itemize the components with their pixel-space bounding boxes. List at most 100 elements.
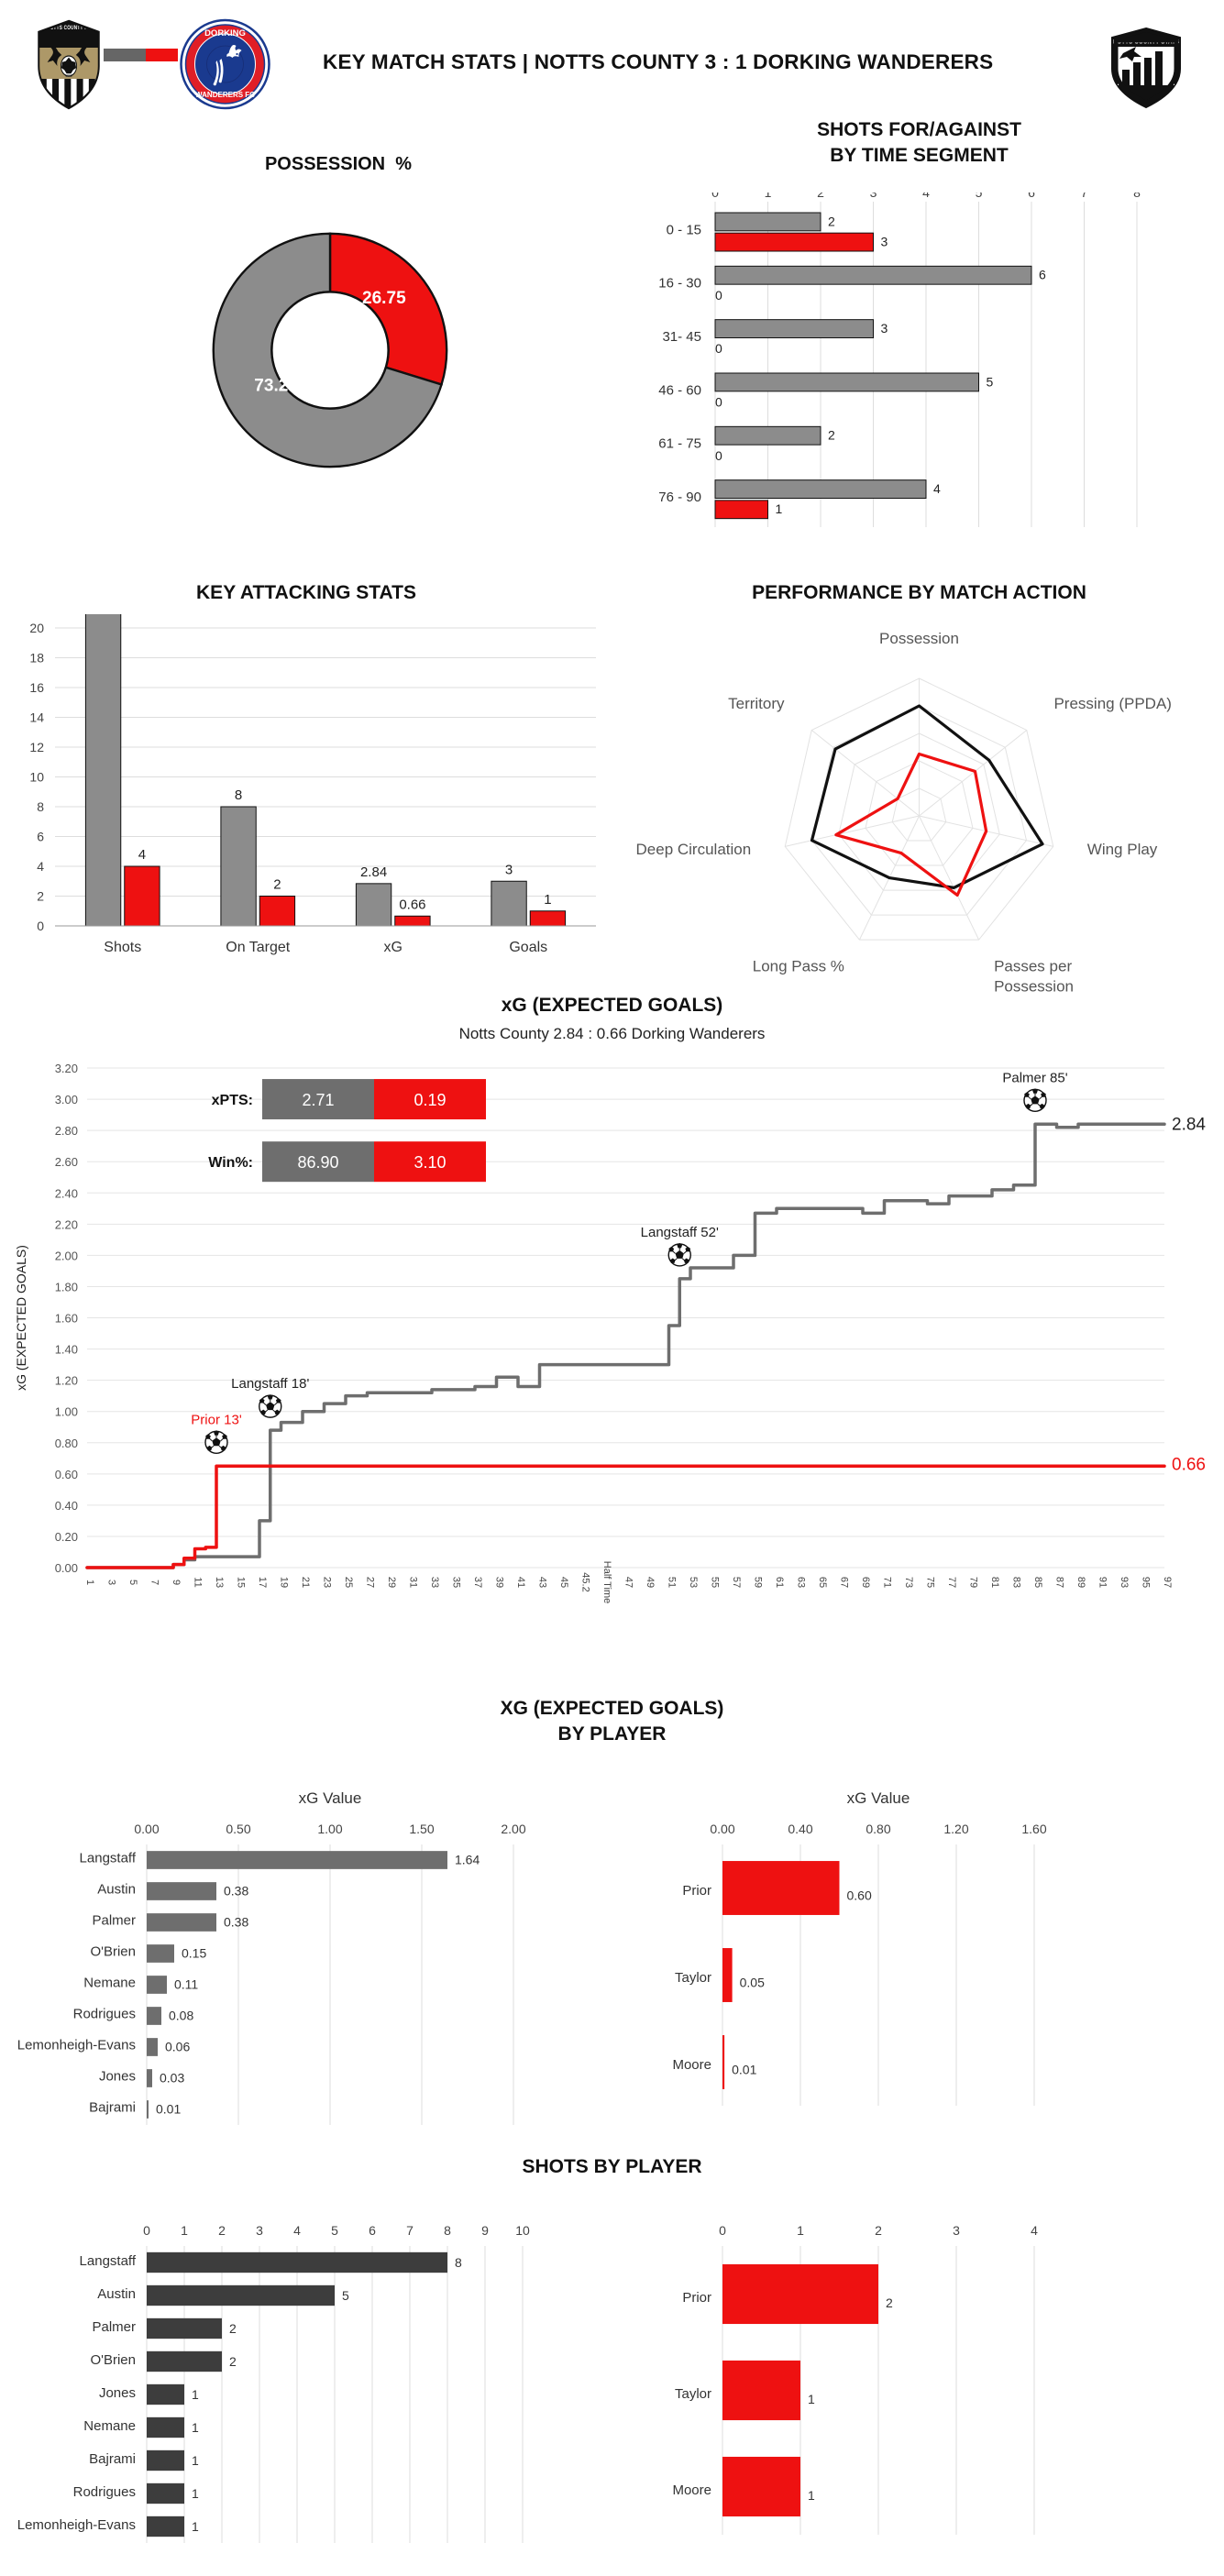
svg-text:59: 59 <box>753 1577 764 1588</box>
svg-text:5: 5 <box>331 2223 338 2238</box>
svg-text:2.80: 2.80 <box>55 1124 78 1138</box>
svg-text:83: 83 <box>1011 1577 1022 1588</box>
svg-text:8: 8 <box>1133 193 1141 200</box>
svg-text:97: 97 <box>1162 1577 1173 1588</box>
svg-text:2.60: 2.60 <box>55 1155 78 1169</box>
svg-text:0.08: 0.08 <box>169 2008 193 2022</box>
svg-text:75: 75 <box>925 1577 936 1588</box>
svg-text:2.71: 2.71 <box>302 1091 334 1109</box>
svg-text:0.11: 0.11 <box>174 1976 198 1991</box>
svg-text:11: 11 <box>193 1577 204 1587</box>
svg-text:49: 49 <box>645 1577 656 1588</box>
svg-text:1: 1 <box>192 2453 199 2468</box>
svg-text:37: 37 <box>472 1577 483 1588</box>
svg-text:0.06: 0.06 <box>165 2039 190 2053</box>
svg-text:0.40: 0.40 <box>788 1822 812 1836</box>
svg-text:12: 12 <box>29 740 44 754</box>
svg-text:86.90: 86.90 <box>297 1153 338 1172</box>
svg-text:Passes per: Passes per <box>994 957 1072 974</box>
svg-text:0.03: 0.03 <box>160 2070 184 2085</box>
svg-text:1: 1 <box>181 2223 188 2238</box>
svg-text:73: 73 <box>903 1577 914 1588</box>
svg-text:69: 69 <box>860 1577 871 1588</box>
svg-text:15: 15 <box>236 1577 247 1588</box>
svg-text:0: 0 <box>715 341 722 356</box>
svg-text:Palmer 85': Palmer 85' <box>1002 1070 1067 1085</box>
svg-text:53: 53 <box>688 1577 699 1588</box>
svg-text:8: 8 <box>444 2223 451 2238</box>
svg-text:Langstaff: Langstaff <box>80 2253 137 2269</box>
svg-text:39: 39 <box>494 1577 505 1588</box>
svg-text:8: 8 <box>455 2255 462 2270</box>
svg-text:3.00: 3.00 <box>55 1093 78 1106</box>
svg-text:55: 55 <box>710 1577 721 1588</box>
svg-text:18: 18 <box>29 651 44 666</box>
svg-text:19: 19 <box>279 1577 290 1588</box>
svg-text:31: 31 <box>408 1577 419 1588</box>
svg-text:0.01: 0.01 <box>732 2062 756 2076</box>
svg-text:Taylor: Taylor <box>675 1970 711 1986</box>
svg-text:0.80: 0.80 <box>55 1437 78 1450</box>
svg-text:1: 1 <box>808 2392 815 2406</box>
svg-text:1: 1 <box>776 501 783 516</box>
svg-text:20: 20 <box>29 621 44 635</box>
svg-text:61: 61 <box>774 1577 785 1588</box>
svg-text:1.40: 1.40 <box>55 1343 78 1357</box>
svg-text:3.10: 3.10 <box>414 1153 446 1172</box>
svg-text:21: 21 <box>300 1577 311 1588</box>
svg-text:Langstaff: Langstaff <box>80 1851 137 1866</box>
svg-text:79: 79 <box>968 1577 979 1588</box>
svg-text:1.60: 1.60 <box>1021 1822 1046 1836</box>
svg-text:9: 9 <box>481 2223 489 2238</box>
svg-text:2: 2 <box>273 877 281 893</box>
svg-text:1.00: 1.00 <box>317 1822 342 1836</box>
svg-text:61 - 75: 61 - 75 <box>658 436 701 452</box>
svg-text:16: 16 <box>29 680 44 695</box>
svg-text:71: 71 <box>882 1577 893 1588</box>
svg-text:2: 2 <box>817 193 824 200</box>
svg-text:57: 57 <box>731 1577 742 1588</box>
svg-text:6: 6 <box>369 2223 376 2238</box>
svg-text:Langstaff 18': Langstaff 18' <box>231 1376 309 1392</box>
svg-text:0: 0 <box>715 288 722 303</box>
svg-text:1: 1 <box>192 2486 199 2501</box>
svg-text:3: 3 <box>256 2223 263 2238</box>
svg-text:Nemane: Nemane <box>83 1976 136 1991</box>
svg-text:0: 0 <box>715 394 722 409</box>
svg-text:51: 51 <box>667 1577 678 1588</box>
svg-text:1: 1 <box>544 892 551 908</box>
svg-text:0.20: 0.20 <box>55 1530 78 1544</box>
svg-text:3: 3 <box>505 862 513 877</box>
svg-text:2: 2 <box>828 214 835 228</box>
svg-text:0.00: 0.00 <box>134 1822 159 1836</box>
svg-text:1: 1 <box>84 1580 95 1585</box>
svg-text:1: 1 <box>765 193 772 200</box>
svg-text:46 - 60: 46 - 60 <box>658 382 701 398</box>
svg-text:1862: 1862 <box>65 73 72 79</box>
svg-text:xG (EXPECTED GOALS): xG (EXPECTED GOALS) <box>14 1245 28 1391</box>
svg-text:65: 65 <box>817 1577 828 1588</box>
svg-text:Jones: Jones <box>99 2385 136 2401</box>
svg-text:Bajrami: Bajrami <box>89 2451 136 2467</box>
svg-text:4: 4 <box>138 847 146 863</box>
svg-text:23: 23 <box>322 1577 333 1588</box>
svg-text:0.66: 0.66 <box>399 897 425 912</box>
svg-text:Possession: Possession <box>879 630 959 647</box>
svg-text:87: 87 <box>1054 1577 1065 1588</box>
svg-text:Long Pass %: Long Pass % <box>753 957 844 974</box>
svg-text:Palmer: Palmer <box>92 2319 136 2335</box>
svg-text:91: 91 <box>1097 1577 1108 1588</box>
svg-text:5: 5 <box>987 374 994 389</box>
svg-text:25: 25 <box>343 1577 354 1588</box>
svg-text:3: 3 <box>881 321 888 336</box>
svg-text:2: 2 <box>886 2295 893 2310</box>
svg-text:3: 3 <box>870 193 877 200</box>
svg-text:67: 67 <box>839 1577 850 1588</box>
svg-text:0.40: 0.40 <box>55 1499 78 1513</box>
svg-text:33: 33 <box>429 1577 440 1588</box>
svg-text:xG: xG <box>384 940 402 955</box>
svg-text:4: 4 <box>1031 2223 1038 2238</box>
svg-text:xG Value: xG Value <box>847 1789 910 1807</box>
svg-text:O'Brien: O'Brien <box>90 2352 136 2368</box>
svg-text:Rodrigues: Rodrigues <box>73 2007 136 2022</box>
